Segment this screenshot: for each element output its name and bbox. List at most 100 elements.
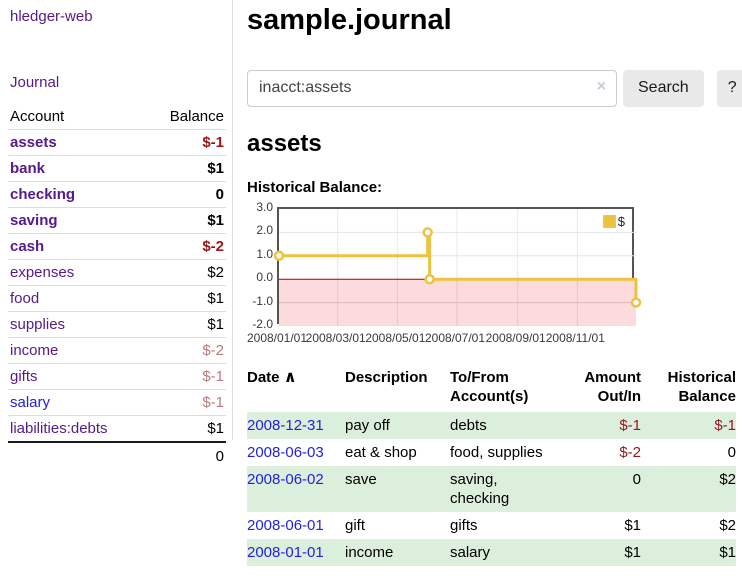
brand-link[interactable]: hledger-web (10, 8, 93, 25)
account-balance: $-1 (117, 389, 226, 416)
transaction-accounts: salary (450, 544, 491, 561)
transaction-amount: 0 (632, 471, 641, 488)
account-link[interactable]: expenses (10, 264, 75, 281)
account-balance: $2 (117, 259, 226, 286)
chart-title: Historical Balance: (247, 179, 383, 196)
amount-column-header: Amount Out/In (584, 369, 641, 405)
transaction-accounts: food, supplies (450, 444, 543, 461)
accounts-table: Account Balance assets $-1 bank $1 checking 0… (8, 105, 226, 469)
transaction-amount: $-1 (619, 417, 641, 434)
account-row: cash $-2 (8, 233, 226, 260)
account-balance: $1 (117, 155, 226, 182)
account-link[interactable]: checking (10, 186, 76, 203)
x-axis-tick-label: 2008/09/01 (485, 331, 546, 345)
account-link[interactable]: saving (10, 212, 58, 229)
transaction-balance: $-1 (714, 417, 736, 434)
account-link[interactable]: salary (10, 394, 51, 411)
balance-column-header: Balance (117, 105, 226, 130)
help-button[interactable]: ? (716, 69, 742, 107)
legend-label: $ (617, 214, 625, 229)
balance-column-header-register: Historical Balance (667, 369, 736, 405)
accounts-total-row: 0 (8, 441, 226, 469)
account-link[interactable]: income (10, 342, 59, 359)
transaction-date-cell: 2008-12-31 (247, 412, 345, 439)
x-axis-tick-label: 2008/07/01 (424, 331, 486, 345)
transaction-accounts: gifts (450, 517, 478, 534)
accounts-column-header: To/From Account(s) (450, 369, 529, 405)
transaction-row[interactable]: 2008-06-02 save saving, checking 0 $2 (247, 466, 736, 512)
account-balance: $-2 (117, 233, 226, 260)
transaction-description: gift (345, 517, 366, 534)
transaction-description: eat & shop (345, 444, 417, 461)
account-link[interactable]: supplies (10, 316, 66, 333)
account-column-header: Account (8, 105, 117, 130)
legend-swatch-icon (602, 215, 616, 228)
transaction-date-cell: 2008-06-03 (247, 439, 345, 466)
transaction-accounts: saving, checking (450, 471, 510, 507)
account-row: saving $1 (8, 207, 226, 234)
transaction-row[interactable]: 2008-06-03 eat & shop food, supplies $-2 0 (247, 439, 736, 466)
account-row: expenses $2 (8, 259, 226, 286)
transaction-date-link[interactable]: 2008-06-03 (247, 444, 324, 461)
account-row: checking 0 (8, 181, 226, 208)
account-balance: 0 (117, 181, 226, 208)
transaction-date-cell: 2008-01-01 (247, 539, 345, 566)
account-row: salary $-1 (8, 389, 226, 416)
transaction-row[interactable]: 2008-01-01 income salary $1 $1 (247, 539, 736, 566)
account-link[interactable]: food (10, 290, 40, 307)
search-input[interactable] (247, 69, 617, 107)
account-heading: assets (247, 130, 322, 157)
transaction-amount: $1 (624, 517, 641, 534)
transaction-date-link[interactable]: 2008-01-01 (247, 544, 324, 561)
account-link[interactable]: liabilities:debts (10, 420, 108, 437)
account-balance: $-1 (202, 134, 224, 151)
account-row: supplies $1 (8, 311, 226, 338)
y-axis-tick-label: -2.0 (252, 317, 273, 331)
account-link[interactable]: cash (10, 238, 45, 255)
accounts-total: 0 (8, 441, 226, 469)
account-balance: $1 (117, 415, 226, 442)
account-balance: $-2 (117, 337, 226, 364)
y-axis-tick-label: -1.0 (252, 293, 273, 308)
y-axis-tick-label: 3.0 (256, 200, 273, 214)
x-axis-tick-label: 2008/11/01 (545, 331, 605, 345)
account-link[interactable]: gifts (10, 368, 38, 385)
main-content: sample.journal × Search ? assets Histori… (247, 0, 742, 566)
transaction-amount: $-2 (619, 444, 641, 461)
transactions-header-row: Date ∧ Description To/From Account(s) Am… (247, 366, 736, 412)
historical-balance-chart: 3.0 2.0 1.0 0.0 -1.0 -2.0 $2008/01/01 2008/03/0… (247, 200, 736, 345)
account-row: assets $-1 (8, 130, 226, 156)
date-column-header[interactable]: Date ∧ (247, 369, 297, 386)
transaction-row[interactable]: 2008-06-01 gift gifts $1 $2 (247, 512, 736, 539)
transaction-description: pay off (345, 417, 390, 434)
account-link[interactable]: bank (10, 160, 46, 177)
sidebar: hledger-web Journal Account Balance asse… (0, 0, 233, 469)
transaction-description: save (345, 471, 377, 488)
y-axis-tick-label: 1.0 (256, 246, 273, 261)
transaction-balance: $2 (719, 471, 736, 488)
chart-legend: $ (602, 214, 625, 229)
account-link[interactable]: assets (10, 134, 57, 151)
transaction-balance: 0 (727, 444, 736, 461)
transaction-date-link[interactable]: 2008-12-31 (247, 417, 324, 434)
transactions-table: Date ∧ Description To/From Account(s) Am… (247, 366, 736, 566)
account-row: liabilities:debts $1 (8, 415, 226, 442)
page-title: sample.journal (247, 4, 452, 36)
clear-search-icon[interactable]: × (596, 77, 606, 95)
transaction-accounts: debts (450, 417, 487, 434)
transaction-balance: $2 (719, 517, 736, 534)
transaction-row[interactable]: 2008-12-31 pay off debts $-1 $-1 (247, 412, 736, 439)
account-row: income $-2 (8, 337, 226, 364)
search-button[interactable]: Search (623, 69, 704, 107)
account-row: gifts $-1 (8, 363, 226, 390)
y-axis-tick-label: 2.0 (256, 223, 273, 238)
transaction-date-cell: 2008-06-02 (247, 466, 345, 512)
y-axis-tick-label: 0.0 (256, 270, 273, 285)
sidebar-item-journal[interactable]: Journal (10, 74, 60, 91)
x-axis-tick-label: 2008/03/01 (305, 331, 366, 345)
transaction-date-link[interactable]: 2008-06-01 (247, 517, 324, 534)
account-balance: $1 (117, 207, 226, 234)
transaction-date-link[interactable]: 2008-06-02 (247, 471, 324, 488)
sort-asc-icon: ∧ (283, 369, 297, 386)
description-column-header: Description (345, 369, 428, 386)
